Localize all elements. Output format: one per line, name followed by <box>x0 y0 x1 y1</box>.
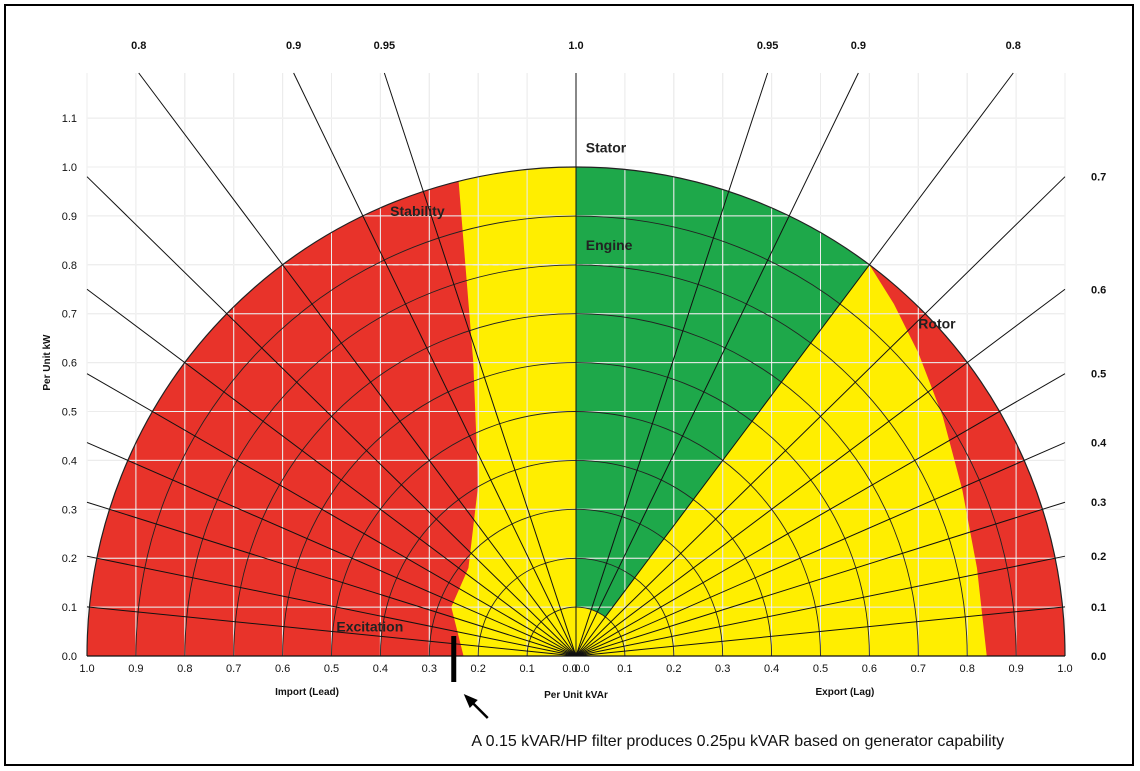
x-tick-label: 0.4 <box>764 663 779 675</box>
labels: 1.0 0.9 0.8 0.7 0.6 0.5 0.4 0.3 0.2 0.1 0.00.0 0.1 0… <box>62 40 1107 675</box>
pf-right-label: 0.5 <box>1091 369 1106 381</box>
pf-top-label: 0.8 <box>131 40 146 52</box>
x-axis-label: Per Unit kVAr <box>544 690 608 701</box>
y-tick-label: 0.1 <box>62 602 77 614</box>
pf-line <box>86 288 577 657</box>
pf-right-label: 0.4 <box>1091 438 1107 450</box>
pf-line <box>86 606 577 657</box>
pf-top-label: 1.0 <box>568 40 583 52</box>
chart-frame: 1.0 0.9 0.8 0.7 0.6 0.5 0.4 0.3 0.2 0.1 0.0 0.0 0.1 0… <box>4 4 1134 766</box>
region-label-excitation: Excitation <box>336 619 403 635</box>
pf-line <box>86 176 577 657</box>
x-tick-label: 0.5 <box>324 663 339 675</box>
pf-line <box>86 555 577 657</box>
x-tick-label: 0.7 <box>911 663 926 675</box>
x-tick-label: 0.9 <box>128 663 143 675</box>
pf-line <box>575 72 1014 657</box>
y-tick-label: 1.0 <box>62 162 77 174</box>
capability-chart: 1.0 0.9 0.8 0.7 0.6 0.5 0.4 0.3 0.2 0.1 0.00.0 0.1 0… <box>42 40 1107 750</box>
y-tick-label: 0.4 <box>62 455 77 467</box>
x-tick-label: 0.2 <box>471 663 486 675</box>
pf-line <box>138 72 577 657</box>
y-tick-label: 0.2 <box>62 553 77 565</box>
pf-line <box>575 501 1066 657</box>
pf-right-label: 0.0 <box>1091 651 1106 663</box>
x-tick-label: 0.3 <box>715 663 730 675</box>
pf-line <box>86 373 577 657</box>
pf-line <box>575 72 859 657</box>
power-factor-lines <box>86 72 1066 657</box>
pf-top-label: 0.9 <box>286 40 301 52</box>
x-tick-label: 1.0 <box>1057 663 1072 675</box>
x-tick-label: 0.1 <box>617 663 632 675</box>
x-tick-label: 0.6 <box>275 663 290 675</box>
pf-line <box>575 373 1066 657</box>
x-tick-label: 0.2 <box>666 663 681 675</box>
pf-line <box>383 72 577 657</box>
y-tick-label: 1.1 <box>62 113 77 125</box>
pf-right-label: 0.2 <box>1091 551 1106 563</box>
x-tick-label: 0.0 <box>562 663 577 675</box>
filter-marker <box>451 636 457 682</box>
y-axis-label: Per Unit kW <box>42 334 53 391</box>
y-tick-label: 0.6 <box>62 358 77 370</box>
x-tick-label: 0.1 <box>519 663 534 675</box>
x-tick-label: 0.4 <box>373 663 388 675</box>
pf-top-label: 0.9 <box>851 40 866 52</box>
x-axis-label-import: Import (Lead) <box>275 687 339 698</box>
pf-line <box>86 501 577 657</box>
pf-top-label: 0.95 <box>757 40 778 52</box>
x-tick-label: 0.6 <box>862 663 877 675</box>
y-tick-label: 0.8 <box>62 260 77 272</box>
pf-right-label: 0.1 <box>1091 602 1106 614</box>
pf-line <box>86 442 577 657</box>
y-tick-label: 0.5 <box>62 407 77 419</box>
pf-right-label: 0.7 <box>1091 172 1106 184</box>
pf-line <box>575 606 1066 657</box>
x-tick-label: 0.5 <box>813 663 828 675</box>
region-label-stability: Stability <box>390 203 445 219</box>
y-tick-label: 0.0 <box>62 651 77 663</box>
pf-right-label: 0.6 <box>1091 284 1106 296</box>
x-tick-label: 1.0 <box>79 663 94 675</box>
x-tick-label: 0.3 <box>422 663 437 675</box>
annotation-caption: A 0.15 kVAR/HP filter produces 0.25pu kV… <box>471 733 1004 750</box>
x-tick-label: 0.8 <box>177 663 192 675</box>
x-axis-label-export: Export (Lag) <box>816 687 875 698</box>
pf-line <box>575 555 1066 657</box>
pf-line <box>575 288 1066 657</box>
x-tick-label: 0.9 <box>1008 663 1023 675</box>
y-tick-label: 0.9 <box>62 211 77 223</box>
pf-top-label: 0.95 <box>374 40 395 52</box>
region-label-engine: Engine <box>586 237 633 253</box>
annotation-arrowhead-icon <box>463 694 478 708</box>
pf-line <box>575 442 1066 657</box>
pf-line <box>575 72 769 657</box>
x-tick-label: 0.0 <box>574 663 589 675</box>
x-tick-label: 0.8 <box>960 663 975 675</box>
y-tick-label: 0.7 <box>62 309 77 321</box>
region-label-rotor: Rotor <box>918 315 956 331</box>
pf-top-label: 0.8 <box>1006 40 1021 52</box>
x-tick-label: 0.7 <box>226 663 241 675</box>
region-label-stator: Stator <box>586 139 627 155</box>
y-tick-label: 0.3 <box>62 504 77 516</box>
pf-line <box>293 72 577 657</box>
pf-right-label: 0.3 <box>1091 497 1106 509</box>
pf-line <box>575 176 1066 657</box>
